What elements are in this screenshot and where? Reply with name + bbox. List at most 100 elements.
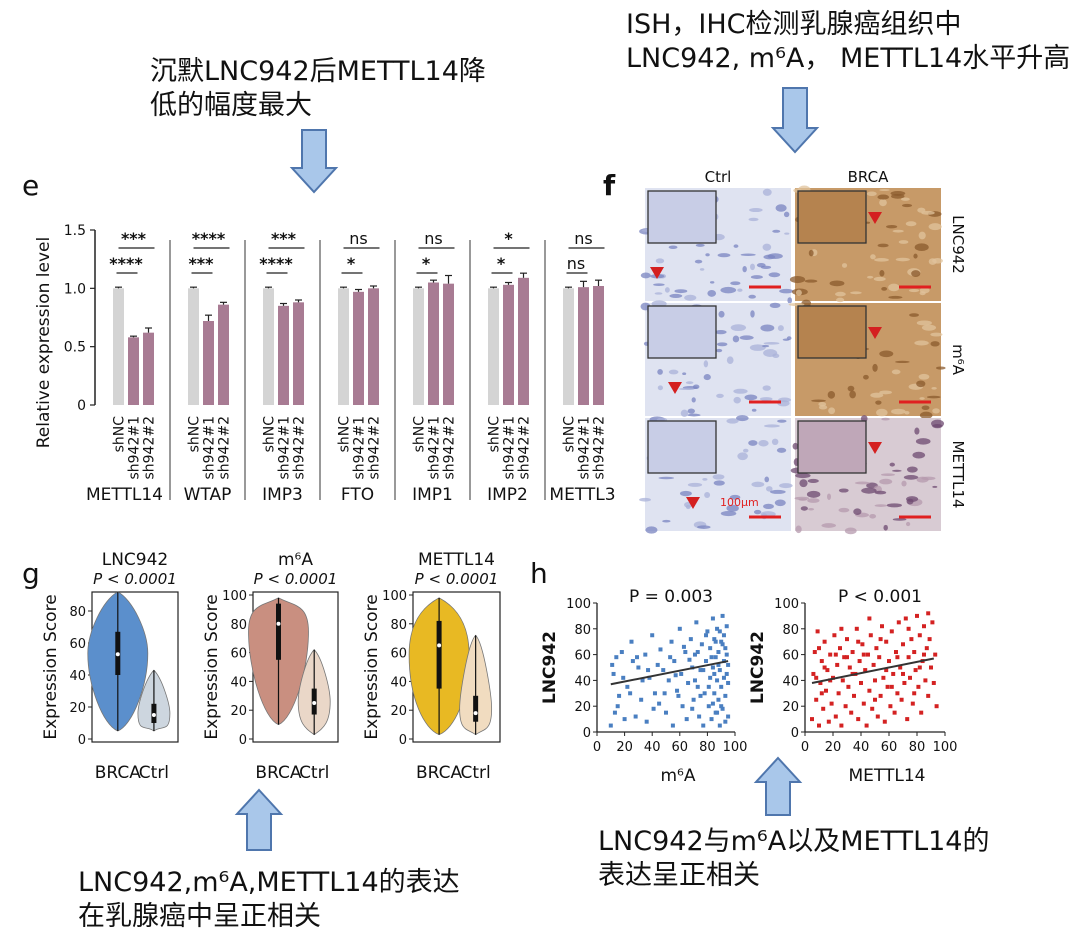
scatter-point <box>923 678 928 683</box>
scatter-point <box>871 662 876 667</box>
tissue-texture <box>906 466 918 473</box>
y-tick-label-h: 0 <box>791 726 799 741</box>
scatter-point <box>884 639 889 644</box>
scatter-point <box>672 659 677 664</box>
violin-median <box>151 713 156 717</box>
panel-label-h: h <box>530 557 548 590</box>
tissue-texture <box>750 275 763 279</box>
tissue-texture <box>829 280 845 287</box>
scatter-point <box>615 704 620 709</box>
tissue-texture <box>726 418 739 424</box>
violin-pvalue: P < 0.0001 <box>93 570 177 588</box>
tissue-texture <box>703 374 711 381</box>
tissue-texture <box>750 310 755 318</box>
tissue-texture <box>919 397 925 400</box>
sig-label-low: **** <box>259 254 293 273</box>
scatter-point <box>846 684 851 689</box>
scatter-point <box>709 717 714 722</box>
scatter-point <box>903 616 908 621</box>
column-label-ctrl: Ctrl <box>705 168 732 186</box>
tissue-texture <box>726 356 734 364</box>
violin-median <box>276 621 281 626</box>
scatter-point <box>726 680 731 685</box>
scatter-point <box>617 693 622 698</box>
bar <box>278 305 289 405</box>
tissue-texture <box>879 188 890 192</box>
violin-box <box>436 620 442 689</box>
bar <box>113 288 124 405</box>
tissue-texture <box>702 478 708 481</box>
scatter-point <box>710 665 715 670</box>
scatter-point <box>878 637 883 642</box>
scatter-point <box>712 691 717 696</box>
bar <box>503 284 514 405</box>
tissue-texture <box>674 289 688 294</box>
scatter-point <box>926 693 931 698</box>
scatter-point <box>635 655 640 660</box>
scatter-point <box>916 684 921 689</box>
violin-median <box>473 711 478 716</box>
scatter-point <box>679 671 684 676</box>
tissue-texture <box>854 481 871 485</box>
tissue-texture <box>930 341 940 347</box>
y-tick-label-g: 60 <box>230 647 247 662</box>
tissue-texture <box>678 387 695 391</box>
scatter-point <box>721 675 726 680</box>
tissue-texture <box>753 509 762 515</box>
scatter-point <box>658 647 663 652</box>
tissue-texture <box>740 253 756 257</box>
scatter-point <box>810 717 814 722</box>
bar <box>578 287 589 405</box>
tissue-texture <box>849 390 856 399</box>
tissue-texture <box>912 451 926 459</box>
tissue-texture <box>928 223 942 231</box>
x-axis-label-h: METTL14 <box>849 766 926 786</box>
scatter-point <box>811 671 816 676</box>
scatter-point <box>870 706 875 711</box>
y-tick-label-e: 0.5 <box>64 340 86 356</box>
scatter-point <box>917 633 922 638</box>
scatter-point <box>716 697 721 702</box>
scatter-point <box>644 719 649 724</box>
tissue-texture <box>906 496 919 502</box>
y-tick-label-g: 40 <box>390 675 407 690</box>
scatter-point <box>884 668 889 673</box>
y-tick-label-h: 20 <box>782 700 799 715</box>
scatter-point <box>905 717 910 722</box>
sample-label: sh942#2 <box>142 416 158 480</box>
tissue-texture <box>733 396 741 404</box>
scatter-point <box>668 655 673 660</box>
scatter-point <box>843 704 848 709</box>
scatter-point <box>864 723 869 728</box>
scatter-point <box>708 675 713 680</box>
scatter-point <box>724 624 729 629</box>
tissue-texture <box>732 335 740 343</box>
row-label: METTL14 <box>949 441 967 509</box>
scatter-point <box>723 646 728 651</box>
tissue-texture <box>838 507 850 513</box>
tissue-texture <box>777 419 787 423</box>
tissue-texture <box>639 497 652 502</box>
sig-label-low: **** <box>109 254 143 273</box>
inset-box <box>797 420 867 474</box>
sample-label: sh942#1 <box>352 416 368 480</box>
scatter-point <box>669 639 674 644</box>
y-tick-label-h: 20 <box>574 700 591 715</box>
x-tick-label-h: 0 <box>801 740 809 755</box>
tissue-texture <box>874 258 889 262</box>
tissue-texture <box>777 325 784 332</box>
tissue-texture <box>749 207 763 213</box>
tissue-texture <box>726 504 739 512</box>
tissue-texture <box>720 511 737 517</box>
inset-box <box>647 305 717 359</box>
tissue-texture <box>716 393 724 398</box>
annotation-bottom-left-line1: LNC942,m⁶A,METTL14的表达 <box>78 867 460 898</box>
y-tick-label-e: 1.5 <box>64 223 86 239</box>
tissue-texture <box>762 344 770 348</box>
row-label: m⁶A <box>949 344 967 376</box>
scatter-point <box>630 659 635 664</box>
scatter-point <box>640 678 645 683</box>
tissue-texture <box>703 360 709 368</box>
scatter-point <box>717 668 722 673</box>
